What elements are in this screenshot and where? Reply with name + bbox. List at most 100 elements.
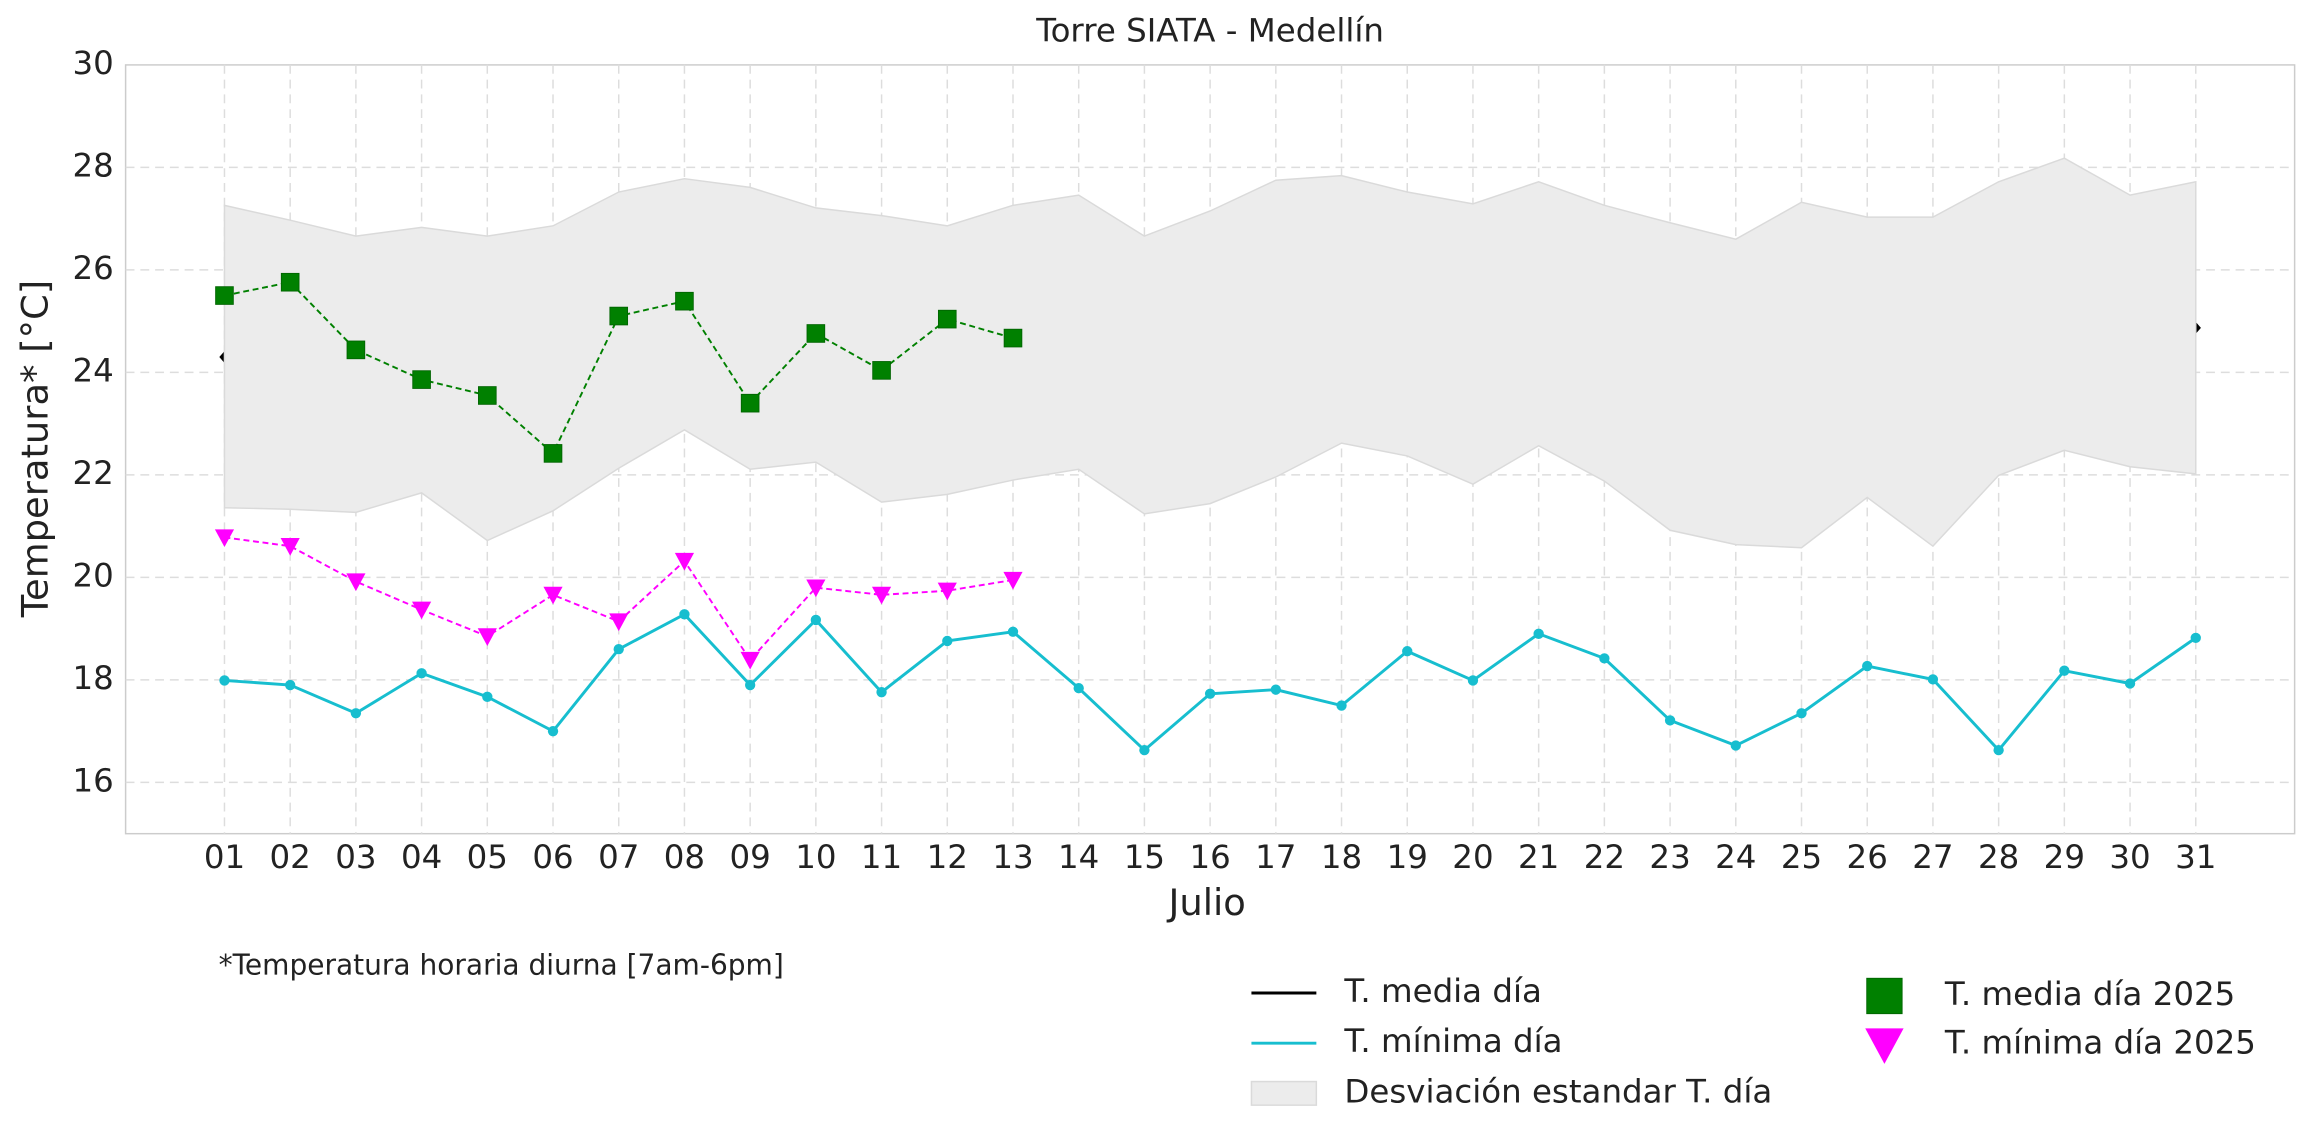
x-tick-label: 20 — [1452, 838, 1493, 876]
x-tick-label: 26 — [1847, 838, 1888, 876]
y-tick-label: 20 — [73, 556, 114, 594]
x-tick-label: 11 — [861, 838, 902, 876]
x-tick-label: 21 — [1518, 838, 1559, 876]
marker — [482, 691, 493, 702]
marker — [280, 538, 300, 556]
marker — [609, 613, 629, 632]
marker — [937, 309, 957, 329]
x-tick-label: 24 — [1715, 838, 1756, 876]
x-tick-label: 03 — [335, 838, 376, 876]
legend: T. media día T. mínima día Desviación esta… — [1250, 972, 2256, 1110]
y-tick-label: 22 — [73, 454, 114, 492]
std-band — [223, 157, 2197, 549]
y-tick-label: 26 — [73, 249, 114, 287]
marker — [1139, 744, 1150, 756]
marker — [1336, 700, 1347, 711]
y-tick-label: 30 — [73, 44, 114, 82]
x-tick-label: 10 — [795, 838, 836, 876]
x-tick-label: 05 — [467, 838, 508, 876]
marker — [215, 286, 234, 305]
marker — [280, 272, 300, 292]
marker — [2124, 678, 2136, 689]
marker — [2059, 665, 2070, 676]
x-tick-label: 06 — [532, 838, 573, 876]
x-tick-label: 15 — [1124, 838, 1165, 876]
x-tick-label: 01 — [204, 838, 245, 876]
marker — [543, 444, 563, 463]
x-tick-label: 22 — [1584, 838, 1625, 876]
x-tick-label: 23 — [1649, 838, 1690, 876]
y-tick-label: 24 — [73, 351, 114, 389]
marker — [609, 306, 629, 326]
marker — [1073, 682, 1084, 694]
marker — [740, 393, 760, 413]
marker — [1003, 571, 1023, 590]
x-tick-label: 27 — [1912, 838, 1953, 876]
x-axis-label: Julio — [1167, 881, 1246, 924]
marker — [937, 582, 957, 601]
legend-label: T. media día — [1343, 972, 1542, 1010]
marker — [412, 601, 432, 620]
x-tick-label: 08 — [664, 838, 705, 876]
marker — [285, 679, 296, 691]
y-tick-label: 16 — [73, 761, 114, 799]
marker — [810, 614, 822, 626]
x-tick-label: 17 — [1255, 838, 1296, 876]
marker — [214, 529, 235, 548]
marker — [1467, 675, 1479, 686]
y-tick-label: 28 — [73, 146, 114, 184]
legend-swatch — [1250, 1080, 1318, 1106]
marker — [1003, 328, 1023, 348]
marker — [416, 668, 427, 679]
marker — [1862, 660, 1873, 672]
x-tick-label: 18 — [1321, 838, 1362, 876]
legend-label: T. media día 2025 — [1944, 975, 2235, 1013]
marker — [740, 651, 760, 670]
marker — [2190, 632, 2201, 644]
marker — [346, 573, 366, 592]
x-tick-label: 04 — [401, 838, 442, 876]
x-tick-label: 28 — [1978, 838, 2019, 876]
x-tick-label: 29 — [2044, 838, 2085, 876]
marker — [872, 361, 891, 380]
marker — [876, 687, 887, 698]
x-tick-label: 19 — [1387, 838, 1428, 876]
marker — [871, 586, 892, 605]
marker — [806, 579, 826, 598]
marker — [679, 609, 690, 620]
marker — [1402, 646, 1413, 657]
marker — [1993, 744, 2004, 756]
chart-title: Torre SIATA - Medellín — [1035, 11, 1384, 49]
x-tick-label: 31 — [2175, 838, 2216, 876]
footnote: *Temperatura horaria diurna [7am-6pm] — [219, 948, 784, 981]
marker — [1664, 715, 1676, 726]
marker — [477, 628, 497, 646]
marker — [674, 552, 695, 571]
marker — [346, 340, 366, 360]
marker — [1599, 653, 1610, 664]
marker — [1007, 626, 1019, 637]
y-tick-label: 18 — [73, 659, 114, 697]
legend-label: T. mínima día 2025 — [1944, 1024, 2256, 1062]
marker — [613, 644, 624, 655]
x-tick-label: 13 — [992, 838, 1033, 876]
marker — [1533, 628, 1544, 639]
x-tick-label: 07 — [598, 838, 639, 876]
x-tick-label: 14 — [1058, 838, 1099, 876]
marker — [806, 324, 826, 343]
x-tick-label: 30 — [2109, 838, 2150, 876]
legend-label: Desviación estandar T. día — [1344, 1072, 1772, 1110]
marker — [942, 635, 953, 647]
marker — [744, 679, 756, 691]
marker — [1204, 688, 1216, 699]
marker — [547, 726, 559, 737]
legend-label: T. mínima día — [1343, 1022, 1562, 1060]
x-tick-label: 25 — [1781, 838, 1822, 876]
marker — [1796, 708, 1807, 719]
x-tick-label: 16 — [1189, 838, 1230, 876]
marker — [675, 291, 694, 311]
marker — [219, 675, 230, 686]
x-tick-label: 12 — [927, 838, 968, 876]
marker — [478, 386, 497, 405]
